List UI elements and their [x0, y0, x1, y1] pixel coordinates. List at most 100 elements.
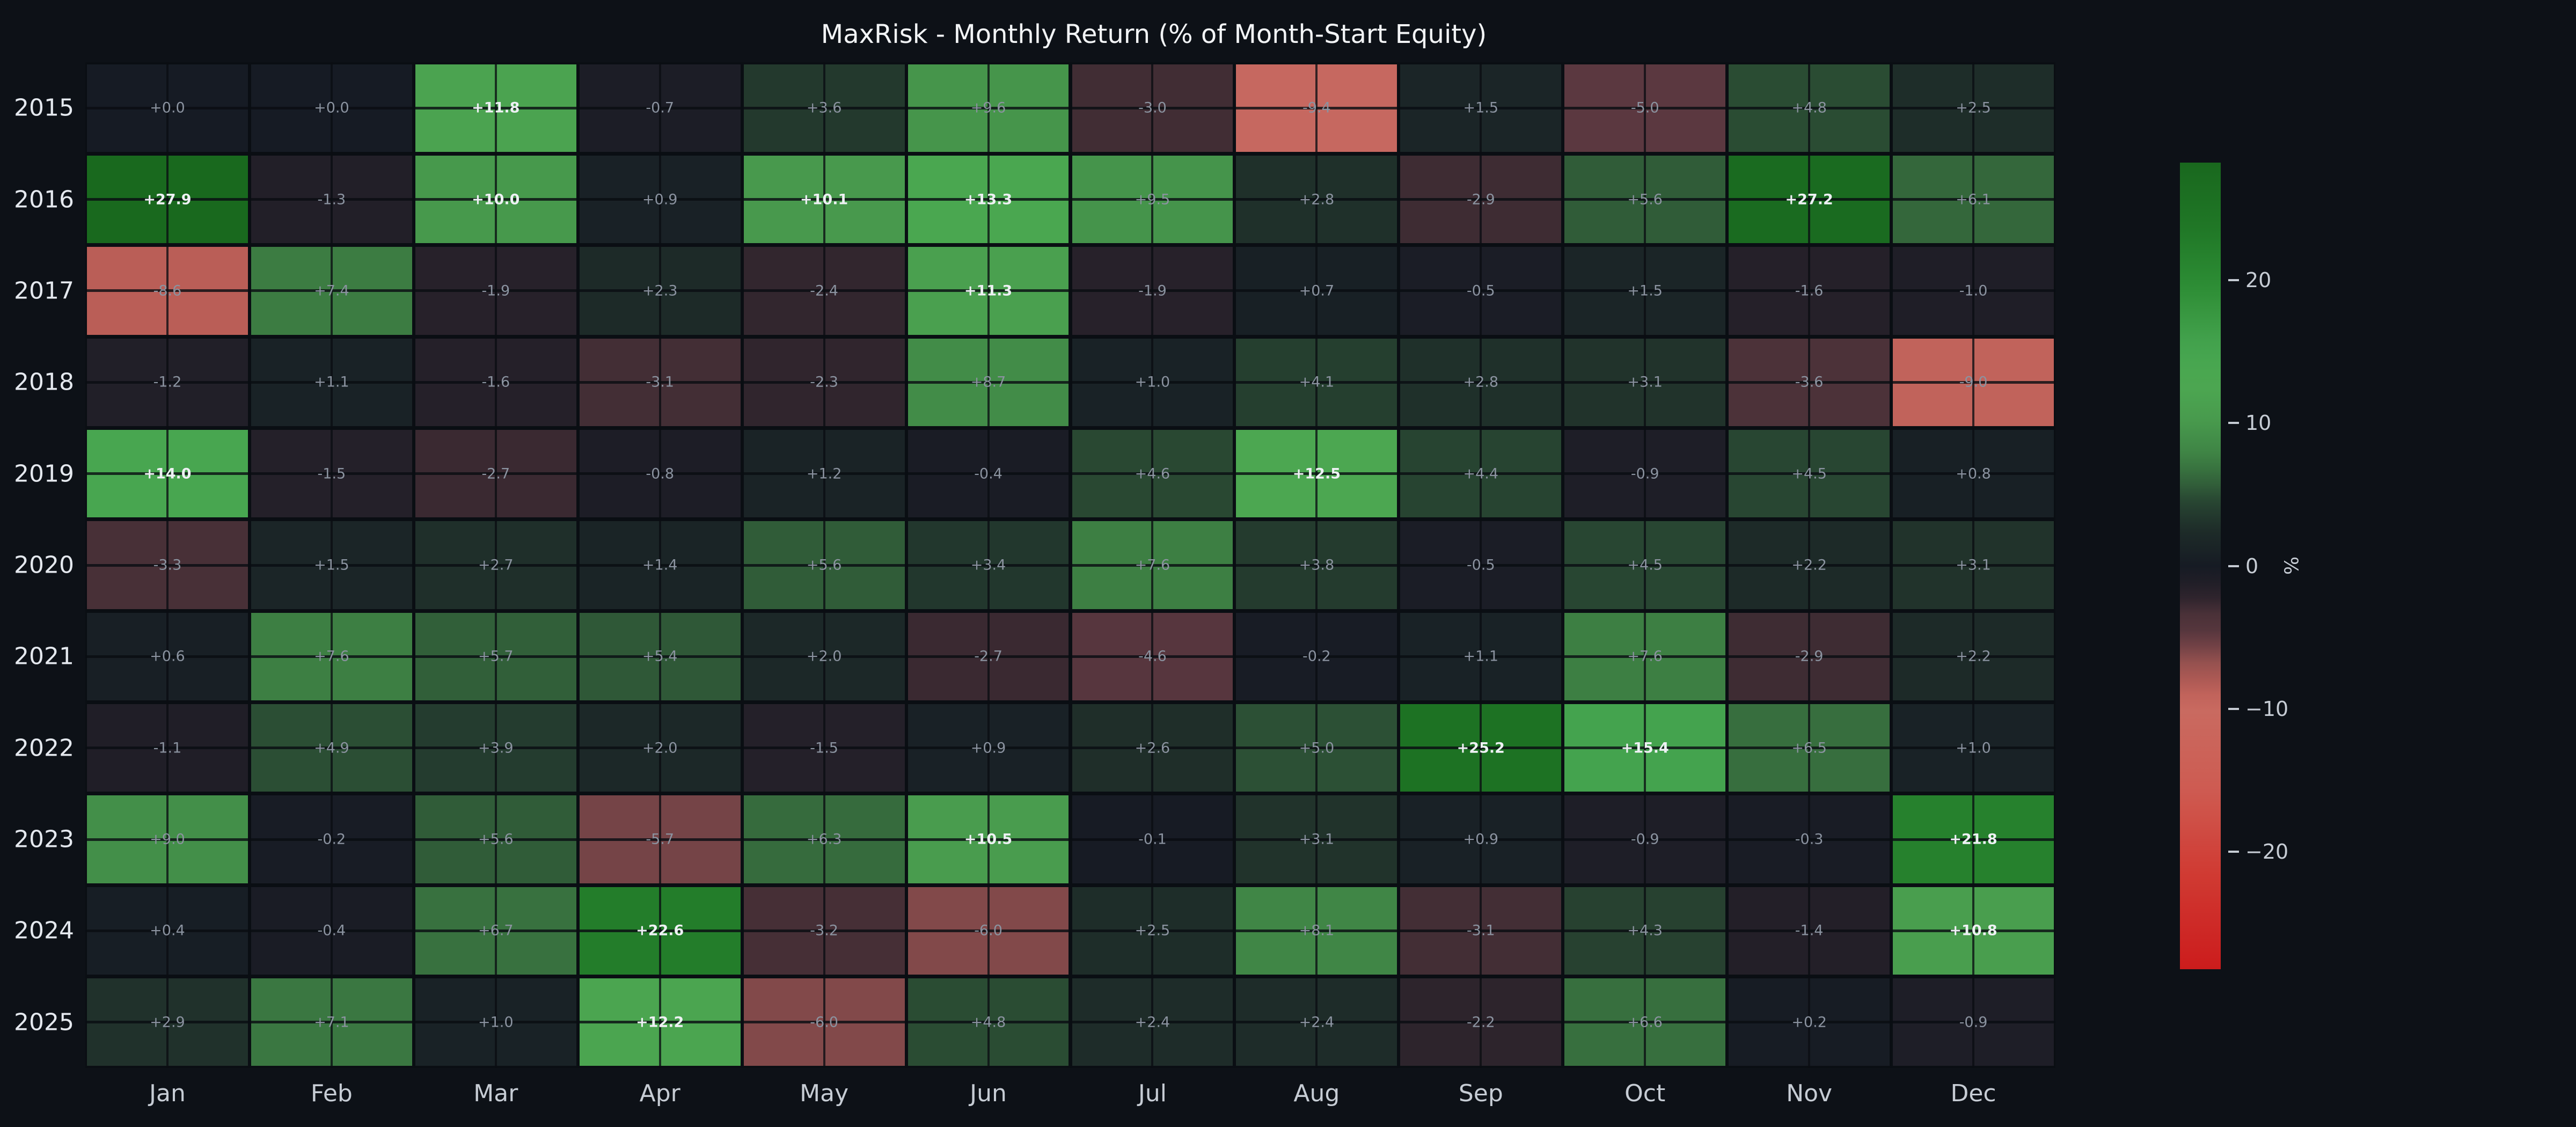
cell-value-label: +5.6 [806, 557, 842, 574]
cell-value-label: -9.0 [1959, 374, 1988, 391]
cell-value-label: +3.6 [806, 99, 842, 116]
cell-value-label: -0.8 [646, 465, 675, 482]
cell-value-label: -0.5 [1466, 282, 1495, 299]
cell-value-label: +2.4 [1299, 1014, 1335, 1031]
cell-value-label: +4.5 [1627, 557, 1663, 574]
x-axis-label-feb: Feb [310, 1080, 353, 1107]
cell-value-label: +5.6 [478, 831, 514, 848]
colorbar-tick-10: 10 [2228, 411, 2271, 435]
cell-value-label: +13.3 [964, 191, 1013, 208]
cell-value-label: -3.2 [810, 922, 838, 939]
cell-value-label: +7.6 [1627, 648, 1663, 665]
gridline-horizontal [85, 1021, 2055, 1024]
cell-value-label: +5.6 [1627, 191, 1663, 208]
chart-title: MaxRisk - Monthly Return (% of Month-Sta… [821, 19, 1487, 49]
cell-value-label: +4.8 [970, 1014, 1006, 1031]
cell-value-label: +0.8 [1956, 465, 1991, 482]
cell-value-label: +7.6 [1135, 557, 1170, 574]
cell-value-label: +4.3 [1627, 922, 1663, 939]
cell-value-label: +2.0 [642, 740, 678, 757]
cell-value-label: +9.0 [150, 831, 185, 848]
colorbar-unit-label: % [2279, 556, 2302, 575]
cell-value-label: +27.9 [143, 191, 192, 208]
cell-value-label: +2.3 [642, 282, 678, 299]
colorbar-tick-label: 20 [2245, 268, 2272, 292]
cell-value-label: +3.1 [1956, 557, 1991, 574]
cell-value-label: -8.6 [153, 282, 182, 299]
cell-value-label: -2.4 [810, 282, 838, 299]
cell-value-label: -0.9 [1630, 831, 1659, 848]
y-axis-label-2020: 2020 [14, 551, 74, 579]
cell-value-label: -2.2 [1466, 1014, 1495, 1031]
y-axis-label-2015: 2015 [14, 94, 74, 122]
colorbar-tick-mark [2228, 707, 2239, 710]
cell-value-label: +4.1 [1299, 374, 1335, 391]
cell-value-label: -5.0 [1630, 99, 1659, 116]
y-axis-label-2021: 2021 [14, 642, 74, 670]
cell-value-label: +4.8 [1791, 99, 1827, 116]
cell-value-label: +0.9 [642, 191, 678, 208]
cell-value-label: -1.5 [317, 465, 346, 482]
colorbar-tick-label: −20 [2245, 840, 2289, 864]
cell-value-label: +0.9 [1463, 831, 1499, 848]
cell-value-label: -3.1 [646, 374, 675, 391]
x-axis-label-may: May [800, 1080, 849, 1107]
cell-value-label: +2.8 [1463, 374, 1499, 391]
cell-value-label: -1.9 [481, 282, 510, 299]
cell-value-label: -1.2 [153, 374, 182, 391]
x-axis-label-jul: Jul [1138, 1080, 1167, 1107]
cell-value-label: +6.5 [1791, 740, 1827, 757]
cell-value-label: +2.2 [1791, 557, 1827, 574]
cell-value-label: +2.9 [150, 1014, 185, 1031]
cell-value-label: -2.9 [1795, 648, 1824, 665]
cell-value-label: +4.5 [1791, 465, 1827, 482]
cell-value-label: -0.2 [1302, 648, 1331, 665]
x-axis-label-oct: Oct [1624, 1080, 1666, 1107]
colorbar-tick-mark [2228, 279, 2239, 281]
cell-value-label: +1.2 [806, 465, 842, 482]
cell-value-label: -1.6 [1795, 282, 1824, 299]
cell-value-label: +1.5 [1463, 99, 1499, 116]
cell-value-label: +6.3 [806, 831, 842, 848]
cell-value-label: +5.4 [642, 648, 678, 665]
cell-value-label: +0.6 [150, 648, 185, 665]
cell-value-label: +25.2 [1457, 740, 1505, 757]
cell-value-label: -0.9 [1959, 1014, 1988, 1031]
cell-value-label: +1.4 [642, 557, 678, 574]
cell-value-label: +0.0 [314, 99, 349, 116]
y-axis-label-2025: 2025 [14, 1008, 74, 1036]
cell-value-label: -2.3 [810, 374, 838, 391]
cell-value-label: -3.0 [1138, 99, 1167, 116]
cell-value-label: +0.2 [1791, 1014, 1827, 1031]
cell-value-label: -0.1 [1138, 831, 1167, 848]
cell-value-label: +4.6 [1135, 465, 1170, 482]
y-axis-label-2017: 2017 [14, 277, 74, 305]
cell-value-label: +3.8 [1299, 557, 1335, 574]
cell-value-label: -0.4 [974, 465, 1002, 482]
cell-value-label: +9.5 [1135, 191, 1170, 208]
cell-value-label: +6.1 [1956, 191, 1991, 208]
y-axis-label-2022: 2022 [14, 734, 74, 762]
y-axis-label-2016: 2016 [14, 186, 74, 214]
cell-value-label: +7.1 [314, 1014, 349, 1031]
gridline-horizontal [85, 198, 2055, 201]
gridline-horizontal [85, 380, 2055, 384]
cell-value-label: -0.2 [317, 831, 346, 848]
colorbar-tick-label: −10 [2245, 697, 2289, 721]
cell-value-label: +4.9 [314, 740, 349, 757]
y-axis-label-2019: 2019 [14, 460, 74, 488]
cell-value-label: +10.8 [1949, 922, 1997, 939]
cell-value-label: -1.0 [1959, 282, 1988, 299]
cell-value-label: +6.7 [478, 922, 514, 939]
colorbar-tick-mark [2228, 565, 2239, 567]
colorbar-tick-label: 10 [2245, 411, 2272, 435]
x-axis-label-apr: Apr [639, 1080, 680, 1107]
cell-value-label: -1.5 [810, 740, 838, 757]
colorbar-tick-mark [2228, 422, 2239, 424]
gridline-horizontal [85, 655, 2055, 658]
cell-value-label: +5.7 [478, 648, 514, 665]
cell-value-label: -0.5 [1466, 557, 1495, 574]
cell-value-label: -1.3 [317, 191, 346, 208]
gridline-horizontal [85, 106, 2055, 109]
